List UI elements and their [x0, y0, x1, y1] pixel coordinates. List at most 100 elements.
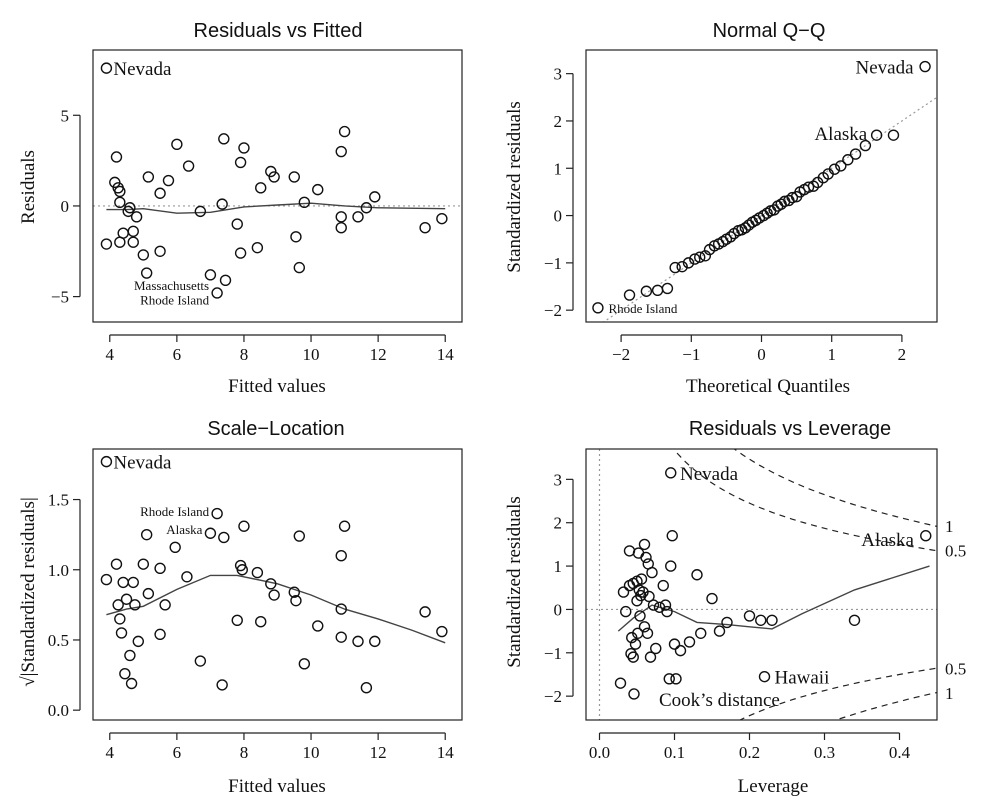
data-point	[689, 253, 701, 265]
data-point	[643, 590, 655, 603]
data-point	[335, 603, 347, 615]
y-tick-label: 5	[61, 106, 70, 125]
data-point	[842, 154, 854, 166]
x-tick-label: 6	[173, 743, 182, 762]
plot-area-residuals-vs-leverage: 0.0 0.1 0.2 0.3 0.4 −2 −1 0 1 2 3 0.5 0.5 1 1 Nevada Ala…	[544, 448, 966, 762]
data-point	[657, 579, 669, 592]
data-point	[211, 507, 223, 520]
y-tick-label: −2	[544, 301, 562, 320]
x-axis-label-fitted-values: Fitted values	[228, 376, 326, 397]
x-tick-label: 0.3	[814, 743, 835, 762]
plot-frame	[92, 49, 463, 323]
data-point	[268, 171, 280, 183]
cooks-level-label: 1	[945, 517, 954, 536]
data-point	[694, 251, 706, 263]
data-point	[614, 677, 627, 689]
data-point	[288, 586, 300, 598]
chart-title-residuals-vs-fitted: Residuals vs Fitted	[194, 20, 363, 42]
data-point	[849, 148, 862, 160]
plot-area-normal-qq: −2 −1 0 1 2 −2 −1 0 1 2 3 Nevada Alaska Rhode Island	[544, 49, 938, 364]
data-point	[641, 627, 654, 639]
data-point	[335, 222, 347, 234]
data-point	[127, 236, 139, 248]
data-point	[835, 160, 847, 172]
data-point	[100, 573, 113, 586]
data-point	[682, 257, 695, 269]
data-point	[234, 247, 247, 259]
point-annotation-label: Nevada	[680, 464, 739, 485]
data-point	[634, 610, 646, 622]
x-tick-label: 4	[106, 345, 115, 364]
data-point	[920, 530, 932, 542]
x-tick-label: −1	[682, 345, 700, 364]
data-point	[110, 558, 123, 570]
plot-frame	[585, 49, 938, 323]
point-annotation-label: Alaska	[166, 522, 202, 537]
point-annotation-label: Hawaii	[775, 668, 830, 689]
data-point	[436, 212, 448, 225]
data-point	[218, 133, 230, 145]
panel-scale-location: Scale−Location Fitted values √|Standardi…	[18, 418, 463, 797]
loess-smoother-line	[106, 574, 446, 644]
data-point	[338, 125, 351, 138]
cooks-distance-contour	[672, 449, 937, 552]
x-tick-label: 8	[240, 345, 249, 364]
x-tick-label: 0.2	[739, 743, 760, 762]
data-point	[669, 261, 681, 274]
data-point	[127, 225, 139, 238]
data-point	[670, 673, 682, 685]
data-point	[419, 606, 431, 618]
data-point	[646, 566, 658, 579]
data-point	[695, 627, 707, 639]
chart-title-scale-location: Scale−Location	[207, 418, 344, 440]
data-point	[419, 222, 431, 234]
x-tick-label: 14	[437, 345, 455, 364]
y-tick-label: 0.5	[48, 631, 69, 650]
data-point	[110, 151, 123, 163]
y-axis-label-standardized-residuals-2: Standardized residuals	[504, 496, 525, 667]
data-point	[786, 191, 799, 204]
data-point	[628, 688, 640, 700]
data-point	[204, 269, 217, 281]
data-point	[739, 222, 752, 234]
cooks-level-label: 0.5	[945, 541, 966, 560]
data-point	[112, 599, 124, 611]
data-point	[768, 204, 780, 216]
point-annotation-label: Massachusetts	[134, 278, 209, 293]
data-point	[114, 613, 126, 625]
data-point	[724, 231, 737, 243]
plot-frame	[585, 448, 938, 721]
data-point	[335, 145, 347, 158]
y-tick-label: 3	[554, 65, 563, 84]
data-point	[706, 592, 718, 605]
data-point	[650, 642, 662, 655]
data-point	[668, 638, 681, 650]
data-point	[114, 236, 126, 248]
data-point	[635, 573, 648, 585]
data-point	[369, 635, 381, 648]
x-tick-label: 6	[173, 345, 182, 364]
plot-inner	[106, 574, 446, 644]
data-point	[848, 614, 861, 626]
data-point	[251, 566, 264, 579]
data-point	[142, 171, 155, 183]
x-tick-label: 12	[370, 345, 387, 364]
data-point	[234, 156, 247, 169]
data-point	[335, 211, 347, 223]
data-point	[127, 576, 139, 589]
data-point	[887, 129, 900, 141]
data-point	[211, 287, 223, 299]
data-point	[120, 593, 133, 605]
data-point	[204, 527, 217, 539]
data-point	[721, 616, 733, 629]
data-point	[629, 638, 642, 650]
data-point	[154, 562, 166, 575]
data-point	[154, 187, 166, 199]
point-annotation-label: Rhode Island	[608, 301, 677, 316]
cooks-level-label: 0.5	[945, 659, 966, 678]
data-point	[194, 205, 207, 218]
data-point	[360, 202, 373, 214]
plot-inner	[602, 96, 937, 322]
data-point	[288, 171, 300, 183]
